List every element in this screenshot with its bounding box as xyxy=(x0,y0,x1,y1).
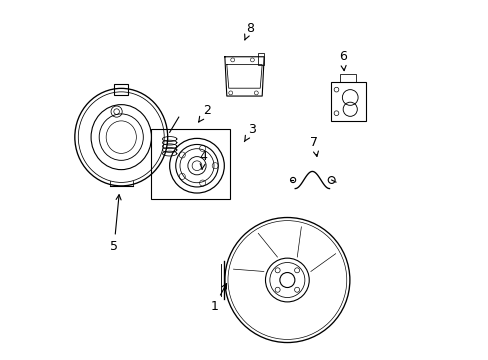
Text: 3: 3 xyxy=(244,123,255,141)
Text: 4: 4 xyxy=(199,150,207,169)
Text: 6: 6 xyxy=(338,50,346,71)
Bar xyxy=(340,74,355,82)
Text: 5: 5 xyxy=(110,195,121,253)
Bar xyxy=(258,53,264,64)
Text: 1: 1 xyxy=(210,284,226,313)
Text: 7: 7 xyxy=(309,136,318,156)
Text: 2: 2 xyxy=(198,104,210,122)
Bar xyxy=(330,82,365,121)
Bar xyxy=(151,129,230,199)
Text: 8: 8 xyxy=(244,22,253,40)
Bar xyxy=(114,84,128,95)
